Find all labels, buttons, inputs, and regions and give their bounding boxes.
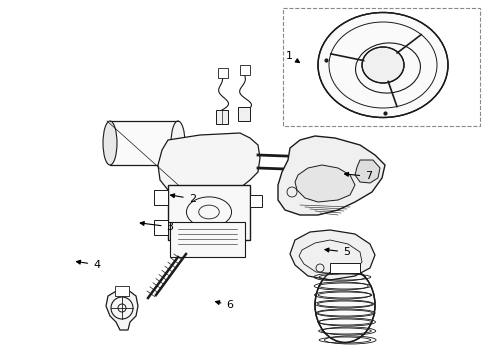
Ellipse shape <box>171 121 185 165</box>
Polygon shape <box>290 230 375 280</box>
Text: 4: 4 <box>76 260 100 270</box>
Polygon shape <box>106 290 138 330</box>
Polygon shape <box>278 136 385 215</box>
Ellipse shape <box>103 121 117 165</box>
Ellipse shape <box>315 267 375 342</box>
Polygon shape <box>355 160 380 183</box>
Polygon shape <box>295 165 355 202</box>
Bar <box>216 110 228 124</box>
Ellipse shape <box>333 154 347 174</box>
Polygon shape <box>158 133 260 198</box>
Ellipse shape <box>362 47 404 83</box>
Text: 5: 5 <box>325 247 350 257</box>
Bar <box>168 185 250 240</box>
Text: 1: 1 <box>286 51 299 63</box>
Bar <box>170 222 245 257</box>
Ellipse shape <box>318 13 448 117</box>
Bar <box>250 195 262 207</box>
Bar <box>330 263 360 273</box>
Bar <box>154 190 168 205</box>
Text: 7: 7 <box>344 171 372 181</box>
Bar <box>218 68 228 78</box>
Bar <box>240 65 250 75</box>
Text: 2: 2 <box>171 194 196 204</box>
Bar <box>110 121 178 165</box>
Bar <box>283 8 480 126</box>
Text: 6: 6 <box>216 300 233 310</box>
Bar <box>238 107 250 121</box>
Bar <box>154 220 168 235</box>
Text: 3: 3 <box>140 221 173 232</box>
Bar <box>115 286 129 296</box>
